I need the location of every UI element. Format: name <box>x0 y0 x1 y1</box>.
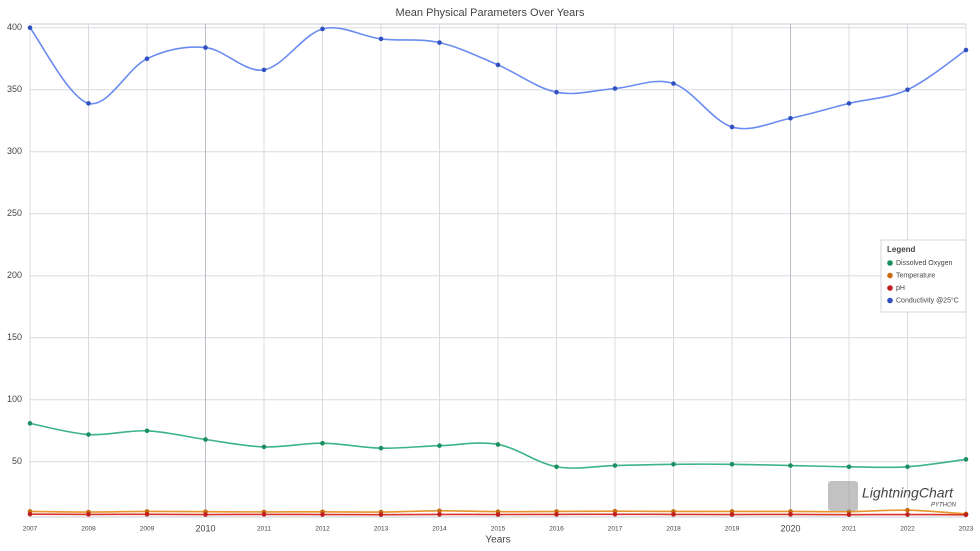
chart-title: Mean Physical Parameters Over Years <box>396 7 585 19</box>
x-tick-label: 2013 <box>374 526 389 533</box>
x-tick-label: 2023 <box>959 526 974 533</box>
x-tick-label: 2011 <box>257 526 271 533</box>
point <box>27 421 33 426</box>
point <box>905 512 910 517</box>
point <box>86 512 91 517</box>
point <box>437 512 442 517</box>
point <box>671 81 676 86</box>
point <box>261 67 267 73</box>
point <box>378 512 384 517</box>
point <box>320 512 325 517</box>
legend-marker <box>887 297 893 304</box>
point <box>905 507 910 513</box>
x-tick-label: 2015 <box>491 526 506 533</box>
point <box>27 511 33 517</box>
x-tick-label: 2016 <box>549 526 564 533</box>
x-tick-label: 2018 <box>666 526 681 533</box>
point <box>963 512 969 518</box>
legend: Legend Dissolved Oxygen Temperature pH Condu… <box>880 239 967 313</box>
legend-label: pH <box>896 285 905 292</box>
y-tick-label: 300 <box>7 146 22 156</box>
point <box>437 508 442 514</box>
x-tick-label: 2012 <box>315 526 330 533</box>
point <box>671 461 676 467</box>
point <box>729 461 735 467</box>
y-tick-label: 50 <box>12 456 22 466</box>
point <box>612 86 618 91</box>
x-tick-label: 2022 <box>900 526 915 533</box>
x-tick-label: 2008 <box>81 526 96 533</box>
x-tick-label: 2017 <box>608 526 623 533</box>
point <box>144 511 150 517</box>
point <box>437 443 442 448</box>
legend-title: Legend <box>887 245 916 254</box>
point <box>729 124 735 130</box>
x-tick-label: 2020 <box>780 523 800 533</box>
x-axis-title: Years <box>485 535 510 546</box>
point <box>788 115 793 121</box>
point <box>554 89 559 95</box>
point <box>27 25 33 31</box>
point <box>261 444 267 450</box>
x-tick-label: 2009 <box>140 526 155 533</box>
legend-marker <box>887 285 893 291</box>
point <box>788 512 793 517</box>
watermark-logo <box>828 481 858 511</box>
point <box>378 445 384 451</box>
point <box>261 512 267 517</box>
point <box>320 440 325 446</box>
point <box>86 101 91 106</box>
point <box>963 47 969 53</box>
point <box>963 457 969 462</box>
legend-marker <box>887 272 893 279</box>
watermark-sub: PYTHON <box>931 503 957 509</box>
point <box>495 512 501 517</box>
point <box>612 463 618 468</box>
y-tick-label: 400 <box>7 22 22 32</box>
point <box>437 40 442 45</box>
point <box>203 437 208 442</box>
point <box>612 511 618 517</box>
point <box>554 512 559 517</box>
x-tick-label: 2021 <box>842 526 857 533</box>
x-tick-label: 2007 <box>23 526 38 533</box>
legend-label: Conductivity @25°C <box>896 296 959 304</box>
point <box>495 62 501 68</box>
legend-label: Dissolved Oxygen <box>896 260 953 267</box>
x-tick-label: 2014 <box>432 526 447 533</box>
point <box>671 512 676 517</box>
y-tick-label: 100 <box>7 394 22 404</box>
x-tick-label: 2019 <box>725 526 740 533</box>
point <box>554 464 559 470</box>
point <box>203 45 208 50</box>
legend-label: Temperature <box>896 272 935 279</box>
point <box>905 464 910 470</box>
y-tick-label: 250 <box>7 208 22 218</box>
legend-box <box>880 239 967 313</box>
point <box>788 463 793 468</box>
watermark: LightningChart <box>862 485 954 501</box>
legend-marker <box>887 260 893 266</box>
y-tick-label: 350 <box>7 84 22 94</box>
point <box>144 428 150 434</box>
point <box>846 101 852 106</box>
point <box>495 442 501 447</box>
point <box>846 512 852 517</box>
y-tick-label: 200 <box>7 270 22 280</box>
point <box>905 87 910 93</box>
point <box>144 56 150 62</box>
point <box>729 512 735 517</box>
x-tick-label: 2010 <box>195 523 215 533</box>
line <box>29 27 967 130</box>
point <box>320 26 325 32</box>
point <box>846 464 852 470</box>
point <box>378 36 384 42</box>
point <box>203 512 208 517</box>
point <box>86 432 91 437</box>
y-tick-label: 150 <box>7 332 22 342</box>
